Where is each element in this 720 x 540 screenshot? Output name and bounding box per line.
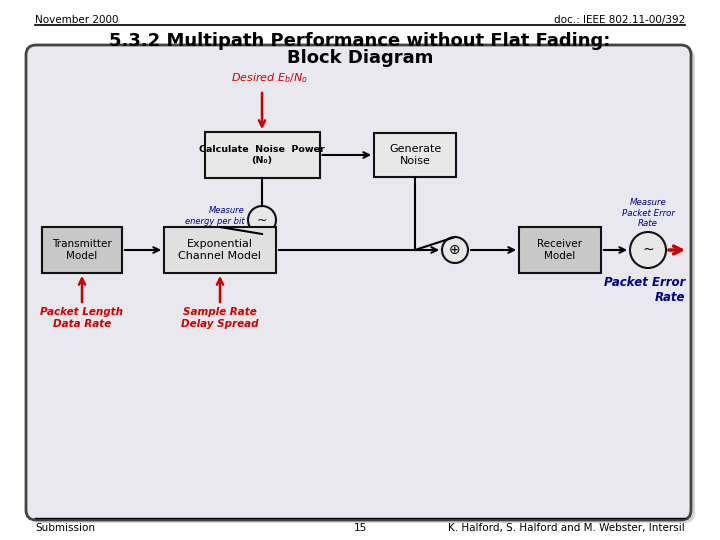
Circle shape xyxy=(248,206,276,234)
Text: Measure
Packet Error
Rate: Measure Packet Error Rate xyxy=(621,198,675,228)
Bar xyxy=(374,133,456,177)
Bar xyxy=(42,227,122,273)
Bar xyxy=(164,227,276,273)
Text: Submission: Submission xyxy=(35,523,95,533)
Text: doc.: IEEE 802.11-00/392: doc.: IEEE 802.11-00/392 xyxy=(554,15,685,25)
Circle shape xyxy=(442,237,468,263)
Text: ~: ~ xyxy=(257,213,267,226)
Bar xyxy=(204,132,320,178)
Text: ⊕: ⊕ xyxy=(449,243,461,257)
Bar xyxy=(519,227,601,273)
Text: Receiver
Model: Receiver Model xyxy=(538,239,582,261)
Text: Calculate  Noise  Power
(N₀): Calculate Noise Power (N₀) xyxy=(199,145,325,165)
Text: Packet Length
Data Rate: Packet Length Data Rate xyxy=(40,307,124,329)
Text: $\it{Desired}\ \it{E}_b\it{/N}_o$: $\it{Desired}\ \it{E}_b\it{/N}_o$ xyxy=(231,71,309,85)
Text: Block Diagram: Block Diagram xyxy=(287,49,433,67)
Text: Packet Error
Rate: Packet Error Rate xyxy=(603,276,685,304)
Text: ~: ~ xyxy=(642,243,654,257)
Text: Exponential
Channel Model: Exponential Channel Model xyxy=(179,239,261,261)
Text: Generate
Noise: Generate Noise xyxy=(389,144,441,166)
Text: Sample Rate
Delay Spread: Sample Rate Delay Spread xyxy=(181,307,258,329)
Text: November 2000: November 2000 xyxy=(35,15,119,25)
Text: K. Halford, S. Halford and M. Webster, Intersil: K. Halford, S. Halford and M. Webster, I… xyxy=(449,523,685,533)
FancyBboxPatch shape xyxy=(26,45,691,520)
FancyBboxPatch shape xyxy=(30,48,695,523)
Text: Measure
energy per bit: Measure energy per bit xyxy=(185,206,245,226)
Text: Transmitter
Model: Transmitter Model xyxy=(52,239,112,261)
Text: 5.3.2 Multipath Performance without Flat Fading:: 5.3.2 Multipath Performance without Flat… xyxy=(109,32,611,50)
Circle shape xyxy=(630,232,666,268)
Text: 15: 15 xyxy=(354,523,366,533)
